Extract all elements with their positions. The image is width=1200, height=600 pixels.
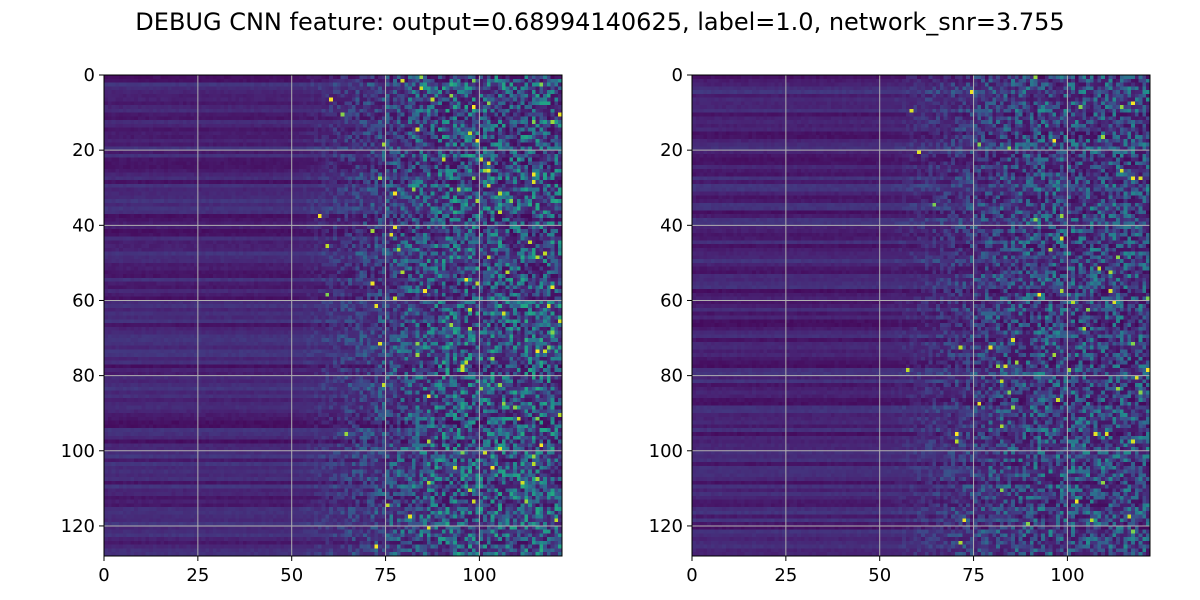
y-tick-label: 60 [660, 290, 683, 311]
y-tick-label: 100 [649, 441, 683, 462]
x-tick-label: 0 [98, 565, 109, 586]
x-tick-label: 50 [868, 565, 891, 586]
x-tick-label: 100 [462, 565, 496, 586]
heatmap-image [104, 75, 562, 556]
axes-frame [691, 74, 1151, 557]
y-tick-label: 120 [649, 516, 683, 537]
x-tick-label: 25 [774, 565, 797, 586]
y-tick-label: 100 [61, 441, 95, 462]
heatmap-panel-right: 0 25 50 75 100 0 20 40 60 80 100 120 [649, 65, 1151, 586]
x-tick-label: 25 [186, 565, 209, 586]
x-tick-label: 0 [686, 565, 697, 586]
x-tick-label: 100 [1050, 565, 1084, 586]
y-tick-label: 80 [660, 366, 683, 387]
heatmap-image [692, 75, 1150, 556]
y-tick-label: 80 [72, 366, 95, 387]
x-tick-label: 50 [280, 565, 303, 586]
x-tick-label: 75 [962, 565, 985, 586]
axes-frame [103, 74, 563, 557]
y-tick-label: 40 [660, 215, 683, 236]
y-tick-label: 0 [84, 65, 95, 86]
y-tick-label: 120 [61, 516, 95, 537]
y-tick-label: 20 [660, 140, 683, 161]
y-tick-label: 40 [72, 215, 95, 236]
chart-title: DEBUG CNN feature: output=0.68994140625,… [135, 8, 1065, 36]
y-tick-label: 60 [72, 290, 95, 311]
heatmap-panel-left: 0 25 50 75 100 0 20 40 60 80 100 120 [61, 65, 563, 586]
y-tick-label: 20 [72, 140, 95, 161]
y-tick-label: 0 [672, 65, 683, 86]
x-tick-label: 75 [374, 565, 397, 586]
